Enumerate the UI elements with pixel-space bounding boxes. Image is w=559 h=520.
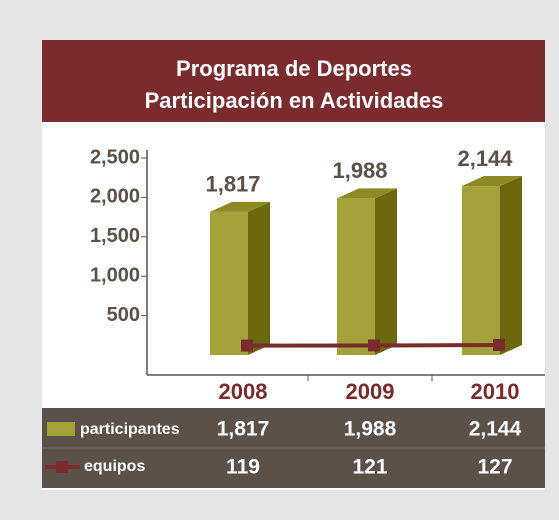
bar — [462, 186, 500, 355]
legend-label: equipos — [84, 458, 145, 475]
bar-side — [248, 201, 270, 355]
data-label: 1,817 — [205, 172, 260, 197]
line-marker — [368, 339, 380, 352]
table-cell: 121 — [352, 456, 387, 479]
y-tick-label: 2,000 — [90, 186, 140, 208]
table-cell: 2,144 — [469, 418, 522, 441]
line-marker — [493, 338, 505, 351]
chart-subtitle: Participación en Actividades — [145, 88, 444, 113]
y-tick-label: 500 — [107, 304, 140, 326]
bar-top — [337, 188, 397, 199]
bar-top — [462, 176, 522, 187]
legend-marker — [56, 461, 68, 473]
bar-side — [375, 188, 397, 355]
legend-swatch — [47, 422, 75, 436]
y-tick-label: 2,500 — [90, 146, 140, 168]
title-band — [42, 40, 545, 122]
table-cell: 119 — [226, 456, 260, 479]
chart-title: Programa de Deportes — [176, 56, 412, 81]
table-cell: 1,988 — [344, 418, 397, 441]
x-tick-label: 2008 — [219, 379, 268, 404]
bar-side — [500, 176, 522, 355]
legend-label: participantes — [80, 421, 180, 438]
table-cell: 1,817 — [217, 418, 270, 441]
data-label: 1,988 — [332, 158, 387, 183]
y-tick-label: 1,500 — [90, 225, 140, 247]
y-tick-label: 1,000 — [90, 264, 140, 286]
table-cell: 127 — [477, 456, 512, 479]
line-marker — [241, 339, 253, 352]
bar — [210, 211, 248, 355]
x-tick-label: 2009 — [346, 379, 395, 404]
bar-top — [210, 201, 270, 212]
x-tick-label: 2010 — [471, 379, 520, 404]
data-label: 2,144 — [457, 146, 513, 171]
bar — [337, 198, 375, 355]
